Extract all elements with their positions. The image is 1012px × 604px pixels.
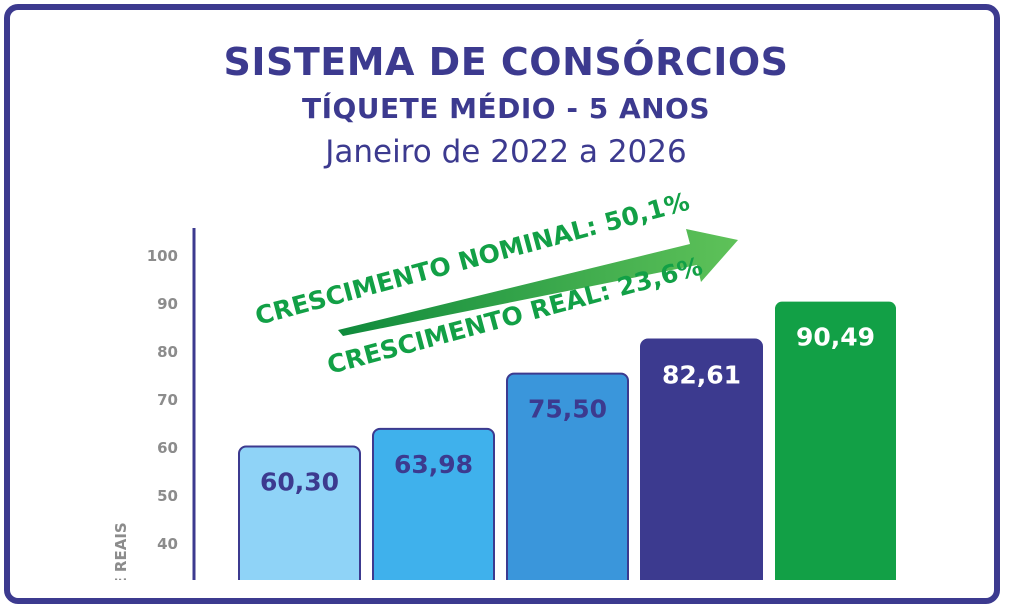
y-tick-label: 60 xyxy=(157,439,178,457)
y-axis-label: DE REAIS xyxy=(112,522,130,580)
y-tick-label: 100 xyxy=(147,247,178,265)
bar xyxy=(506,372,629,580)
y-tick-label: 70 xyxy=(157,391,178,409)
y-tick-label: 40 xyxy=(157,535,178,553)
chart-subtitle: TÍQUETE MÉDIO - 5 ANOS xyxy=(301,92,711,125)
bar xyxy=(238,445,361,580)
bar xyxy=(640,338,763,580)
bar xyxy=(372,427,495,580)
bar-value-label: 60,30 xyxy=(260,468,339,497)
chart-period: Janeiro de 2022 a 2026 xyxy=(325,134,687,170)
bar-value-label: 63,98 xyxy=(394,450,473,479)
y-tick-label: 90 xyxy=(157,295,178,313)
y-tick-label: 80 xyxy=(157,343,178,361)
bar-chart: 40 50 60 70 80 90 100 60,30 63,98 75,50 82,61 90,4… xyxy=(112,187,896,580)
bar-value-label: 75,50 xyxy=(528,395,607,424)
bar-value-label: 90,49 xyxy=(796,323,875,352)
chart-title: SISTEMA DE CONSÓRCIOS xyxy=(223,40,789,84)
bar-value-label: 82,61 xyxy=(662,360,741,389)
growth-arrow xyxy=(338,229,738,336)
y-tick-label: 50 xyxy=(157,487,178,505)
bar xyxy=(775,301,896,580)
